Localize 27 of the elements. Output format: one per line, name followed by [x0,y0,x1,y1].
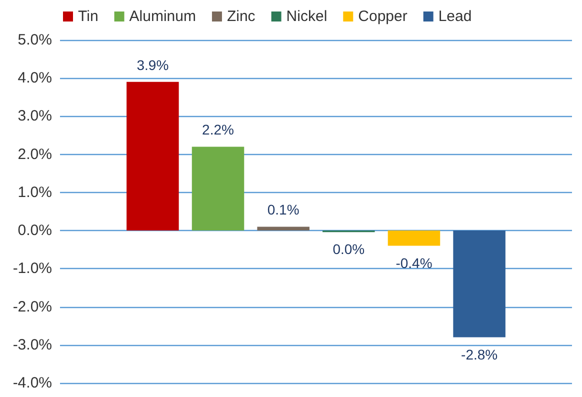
data-label: 3.9% [136,56,169,73]
y-tick-label: 1.0% [18,184,52,201]
data-label: -0.4% [396,254,432,271]
y-tick-label: -1.0% [12,260,52,278]
y-tick-label: 4.0% [18,70,52,87]
legend-label: Nickel [286,8,328,25]
legend-label: Copper [358,8,408,25]
y-tick-label: 2.0% [18,146,52,163]
legend-label: Zinc [226,8,256,25]
y-tick-label: -3.0% [12,336,52,354]
data-label: -2.8% [461,346,498,362]
data-label: 0.0% [332,241,365,258]
y-tick-label: 5.0% [18,32,52,48]
legend-label: Lead [438,8,472,25]
y-tick-label: -2.0% [12,298,52,316]
y-tick-label: 3.0% [18,108,52,125]
y-tick-label: 0.0% [18,222,52,240]
data-label: 0.1% [267,202,300,218]
data-label: 2.2% [202,122,234,138]
legend-label: Aluminum [129,8,196,25]
bar [257,226,310,231]
bar [388,230,440,246]
bar [453,230,506,338]
bar [192,146,244,231]
y-tick-label: -4.0% [12,374,52,392]
bar [126,82,179,231]
legend-label: Tin [78,8,98,25]
